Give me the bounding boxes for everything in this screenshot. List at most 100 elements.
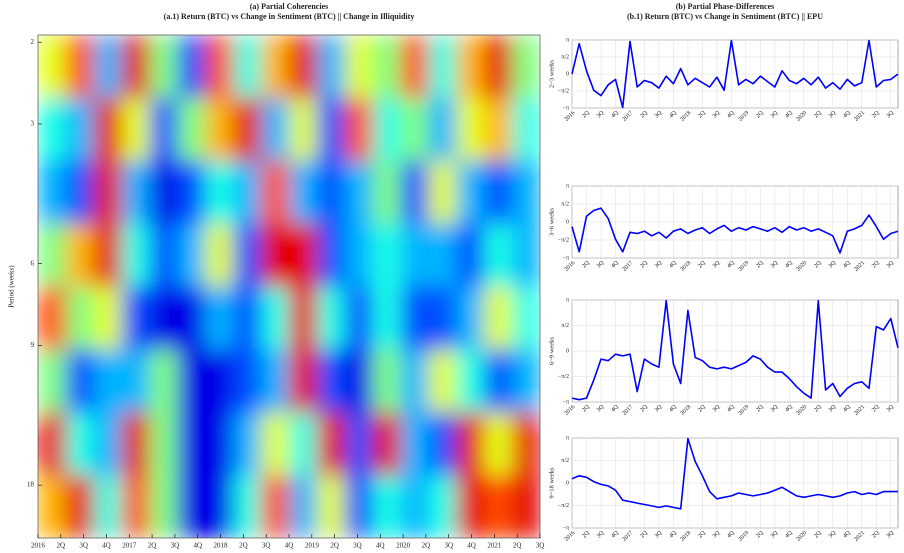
x-tick-label: 3Q bbox=[654, 530, 664, 540]
heat-cell bbox=[65, 412, 95, 476]
heat-cell bbox=[149, 35, 178, 99]
heat-cell bbox=[177, 223, 206, 287]
x-tick-label: 2021 bbox=[487, 542, 502, 550]
heat-cell bbox=[177, 349, 206, 413]
y-tick-label: π bbox=[566, 435, 569, 441]
heat-cell bbox=[428, 475, 457, 538]
x-tick-label: 2018 bbox=[680, 530, 693, 543]
chart-subtitle: (b.1) Return (BTC) vs Change in Sentimen… bbox=[627, 12, 823, 21]
x-tick-label: 4Q bbox=[784, 260, 794, 270]
heat-cell bbox=[261, 223, 290, 287]
heat-cell bbox=[149, 97, 178, 162]
y-tick-label: π bbox=[566, 37, 569, 43]
x-tick-label: 2021 bbox=[853, 530, 866, 543]
heat-cell bbox=[512, 286, 540, 350]
heat-cell bbox=[93, 412, 123, 476]
heat-cell bbox=[428, 35, 457, 99]
x-tick-label: 4Q bbox=[285, 542, 294, 550]
heat-cell bbox=[121, 349, 151, 413]
x-tick-label: 3Q bbox=[444, 542, 453, 550]
heat-cell bbox=[316, 349, 346, 413]
x-tick-label: 2Q bbox=[755, 110, 765, 120]
heat-cell bbox=[372, 286, 402, 350]
heat-cell bbox=[512, 475, 540, 538]
heat-cell bbox=[456, 160, 485, 225]
x-tick-label: 3Q bbox=[712, 404, 722, 414]
x-tick-label: 2017 bbox=[622, 260, 635, 273]
x-tick-label: 2019 bbox=[738, 404, 751, 417]
x-tick-label: 2Q bbox=[330, 542, 339, 550]
x-tick-label: 3Q bbox=[596, 530, 606, 540]
heat-cell bbox=[38, 349, 67, 413]
heat-cell bbox=[121, 97, 151, 162]
heat-cell bbox=[316, 97, 346, 162]
heat-cell bbox=[93, 286, 123, 350]
heat-cell bbox=[289, 286, 318, 350]
heat-cell bbox=[205, 475, 234, 538]
heat-cell bbox=[400, 475, 429, 538]
x-tick-label: 4Q bbox=[726, 404, 736, 414]
heat-cell bbox=[289, 35, 318, 99]
x-tick-label: 3Q bbox=[654, 404, 664, 414]
heat-cell bbox=[428, 286, 457, 350]
heat-cell bbox=[512, 412, 540, 476]
x-tick-label: 2Q bbox=[581, 530, 591, 540]
x-tick-label: 2016 bbox=[564, 530, 577, 543]
heat-cell bbox=[38, 97, 67, 162]
y-tick-label: π/2 bbox=[561, 54, 569, 60]
x-tick-label: 2Q bbox=[148, 542, 157, 550]
chart-subtitle: (a.1) Return (BTC) vs Change in Sentimen… bbox=[164, 12, 415, 21]
x-tick-label: 3Q bbox=[828, 530, 838, 540]
heat-cell bbox=[205, 349, 234, 413]
heat-cell bbox=[316, 412, 346, 476]
x-tick-label: 2018 bbox=[680, 260, 693, 273]
x-tick-label: 3Q bbox=[712, 110, 722, 120]
heat-cell bbox=[372, 412, 402, 476]
heat-cell bbox=[344, 412, 374, 476]
heat-cell bbox=[400, 349, 429, 413]
x-tick-label: 4Q bbox=[467, 542, 476, 550]
x-tick-label: 2021 bbox=[853, 404, 866, 417]
heat-cell bbox=[233, 475, 262, 538]
y-tick-label: 18 bbox=[27, 481, 35, 489]
heat-cell bbox=[261, 412, 290, 476]
heat-cell bbox=[177, 35, 206, 99]
heat-cell bbox=[428, 412, 457, 476]
x-tick-label: 3Q bbox=[353, 542, 362, 550]
x-tick-label: 2019 bbox=[738, 530, 751, 543]
x-tick-label: 2016 bbox=[564, 110, 577, 123]
y-tick-label: −π/2 bbox=[558, 237, 569, 243]
x-tick-label: 3Q bbox=[262, 542, 271, 550]
heat-cell bbox=[372, 35, 402, 99]
heat-cell bbox=[149, 349, 178, 413]
heat-cell bbox=[177, 97, 206, 162]
heat-cell bbox=[177, 160, 206, 225]
heat-cell bbox=[344, 286, 374, 350]
x-tick-label: 2020 bbox=[795, 404, 808, 417]
heat-cell bbox=[93, 160, 123, 225]
x-tick-label: 4Q bbox=[668, 530, 678, 540]
heat-cell bbox=[428, 349, 457, 413]
y-tick-label: −π bbox=[563, 255, 569, 261]
x-tick-label: 2018 bbox=[680, 404, 693, 417]
heat-cell bbox=[372, 97, 402, 162]
heat-cell bbox=[177, 286, 206, 350]
heat-cell bbox=[261, 97, 290, 162]
x-tick-label: 4Q bbox=[610, 260, 620, 270]
x-tick-label: 2Q bbox=[871, 530, 881, 540]
x-tick-label: 2017 bbox=[622, 530, 635, 543]
x-tick-label: 2018 bbox=[680, 110, 693, 123]
heat-cell bbox=[484, 35, 513, 99]
heat-cell bbox=[344, 475, 374, 538]
heat-cell bbox=[316, 223, 346, 287]
heat-cell bbox=[93, 349, 123, 413]
x-tick-label: 3Q bbox=[886, 110, 896, 120]
chart-title: (a) Partial Coherencies bbox=[250, 2, 329, 11]
phase-line bbox=[571, 39, 899, 109]
heat-cell bbox=[121, 475, 151, 538]
x-tick-label: 3Q bbox=[770, 110, 780, 120]
heat-cell bbox=[38, 475, 67, 538]
heat-cell bbox=[205, 223, 234, 287]
y-tick-label: 3 bbox=[31, 120, 35, 128]
